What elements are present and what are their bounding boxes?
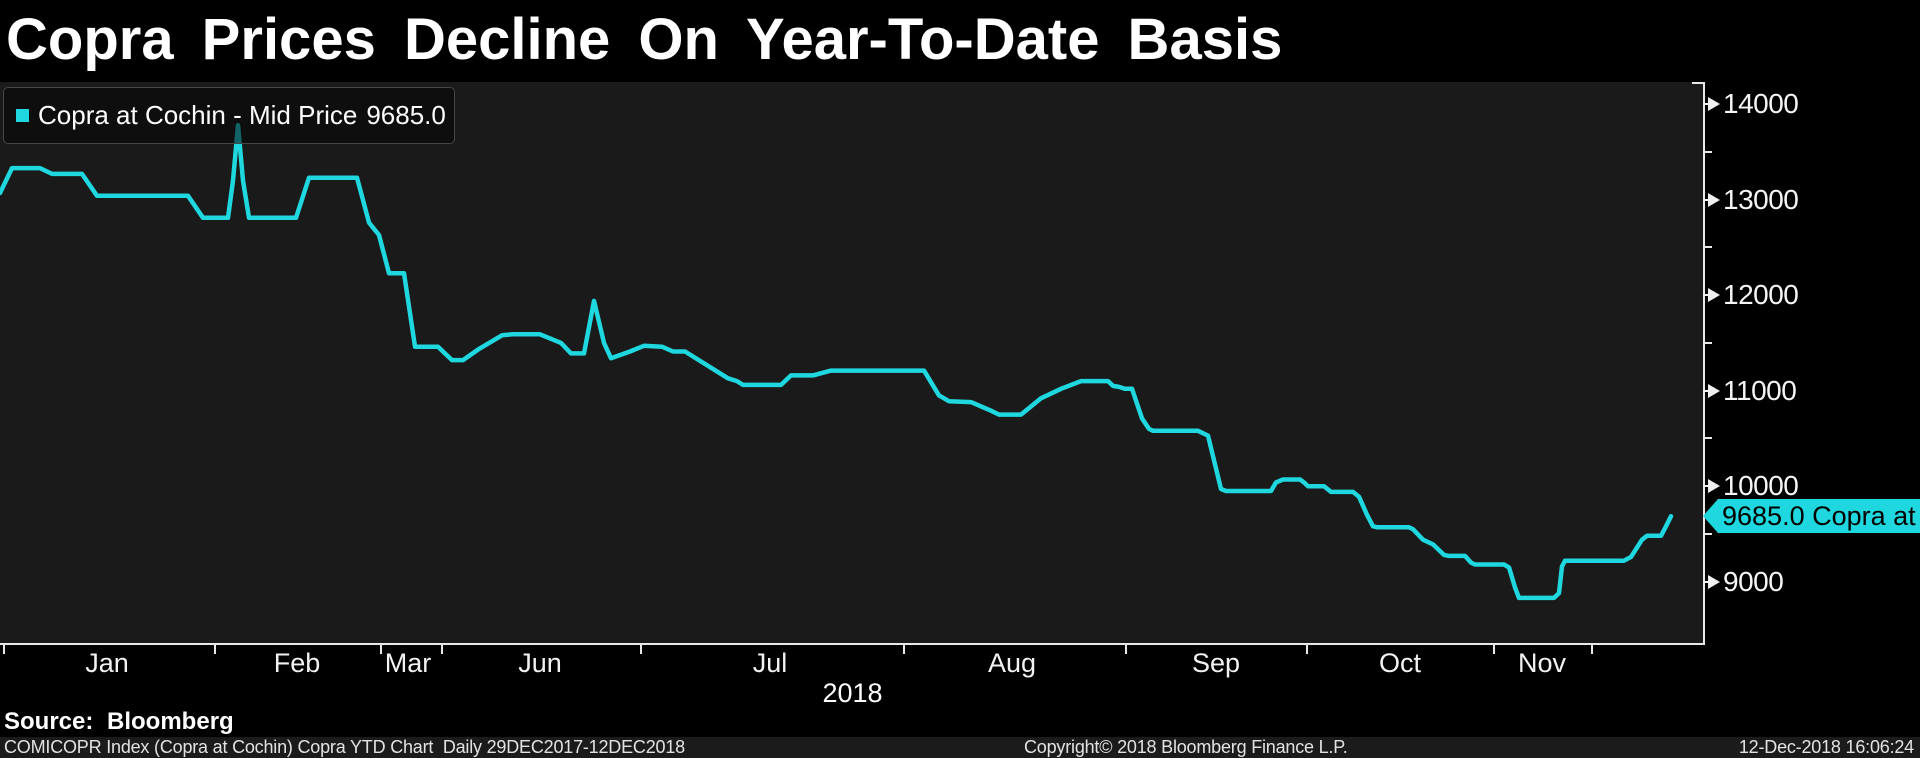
y-tick-arrow-icon: [1708, 288, 1720, 302]
y-axis-label-14000: 14000: [1703, 88, 1799, 119]
x-axis-label-nov: Nov: [1517, 648, 1567, 678]
y-tick-icon: [1703, 103, 1708, 105]
x-axis-tick: [903, 645, 905, 654]
status-timestamp: 12-Dec-2018 16:06:24: [1738, 737, 1914, 757]
y-axis-value: 9000: [1723, 566, 1784, 597]
y-tick-icon: [1703, 294, 1708, 296]
y-axis-label-11000: 11000: [1703, 375, 1797, 406]
x-axis-tick: [1493, 645, 1495, 654]
legend-series-label: Copra at Cochin - Mid Price: [38, 100, 358, 130]
legend[interactable]: Copra at Cochin - Mid Price 9685.0: [3, 87, 455, 144]
x-axis-label-sep: Sep: [1191, 648, 1241, 678]
x-axis-tick: [1306, 645, 1308, 654]
y-axis-top-cap: [1692, 82, 1703, 84]
y-tick-arrow-icon: [1708, 575, 1720, 589]
y-axis-value: 10000: [1723, 470, 1799, 501]
price-line: [0, 122, 1674, 601]
y-tick-arrow-icon: [1708, 479, 1720, 493]
copyright-notice: Copyright© 2018 Bloomberg Finance L.P.: [1024, 737, 1348, 757]
x-axis-tick: [1125, 645, 1127, 654]
y-axis-value: 14000: [1723, 88, 1799, 119]
plot-area: Copra at Cochin - Mid Price 9685.0: [0, 82, 1705, 645]
y-axis-value: 12000: [1723, 279, 1799, 310]
y-axis-minor-tick-11500: [1703, 342, 1712, 344]
source-attribution: Source: Bloomberg: [4, 708, 234, 735]
price-flag-text: 9685.0 Copra at: [1718, 499, 1920, 533]
y-tick-arrow-icon: [1708, 97, 1720, 111]
y-tick-arrow-icon: [1708, 384, 1720, 398]
x-axis-tick: [1591, 645, 1593, 654]
y-tick-arrow-icon: [1708, 193, 1720, 207]
price-flag-arrow-icon: [1703, 499, 1718, 533]
x-axis-label-jun: Jun: [518, 648, 562, 678]
terminal-status-bar: COMICOPR Index (Copra at Cochin) Copra Y…: [0, 737, 1920, 758]
y-axis-label-12000: 12000: [1703, 279, 1799, 310]
y-axis-value: 11000: [1723, 375, 1797, 406]
x-axis-tick: [380, 645, 382, 654]
legend-swatch-icon: [16, 109, 29, 122]
y-tick-icon: [1703, 485, 1708, 487]
y-axis-value: 13000: [1723, 184, 1799, 215]
x-axis-label-jan: Jan: [85, 648, 129, 678]
price-line-chart: [0, 122, 1674, 601]
y-axis-label-9000: 9000: [1703, 566, 1784, 597]
x-axis-tick: [640, 645, 642, 654]
y-axis-minor-tick-13500: [1703, 151, 1712, 153]
x-axis-tick: [441, 645, 443, 654]
x-axis-label-oct: Oct: [1378, 648, 1422, 678]
x-axis-tick: [214, 645, 216, 654]
last-price-flag: 9685.0 Copra at: [1703, 499, 1920, 533]
y-axis-minor-tick-12500: [1703, 246, 1712, 248]
x-axis-tick: [3, 645, 5, 654]
chart-description: COMICOPR Index (Copra at Cochin) Copra Y…: [4, 737, 685, 757]
x-axis-label-jul: Jul: [752, 648, 788, 678]
legend-last-value: 9685.0: [366, 100, 446, 130]
x-axis-label-aug: Aug: [987, 648, 1037, 678]
y-tick-icon: [1703, 390, 1708, 392]
y-axis-label-10000: 10000: [1703, 470, 1799, 501]
y-tick-icon: [1703, 581, 1708, 583]
chart-title: Copra Prices Decline On Year-To-Date Bas…: [6, 7, 1283, 72]
y-axis-minor-tick-9500: [1703, 533, 1712, 535]
x-axis-year-label: 2018: [822, 678, 883, 708]
y-tick-icon: [1703, 199, 1708, 201]
y-axis-minor-tick-10500: [1703, 437, 1712, 439]
y-axis-label-13000: 13000: [1703, 184, 1799, 215]
x-axis-label-feb: Feb: [273, 648, 321, 678]
x-axis-label-mar: Mar: [384, 648, 432, 678]
